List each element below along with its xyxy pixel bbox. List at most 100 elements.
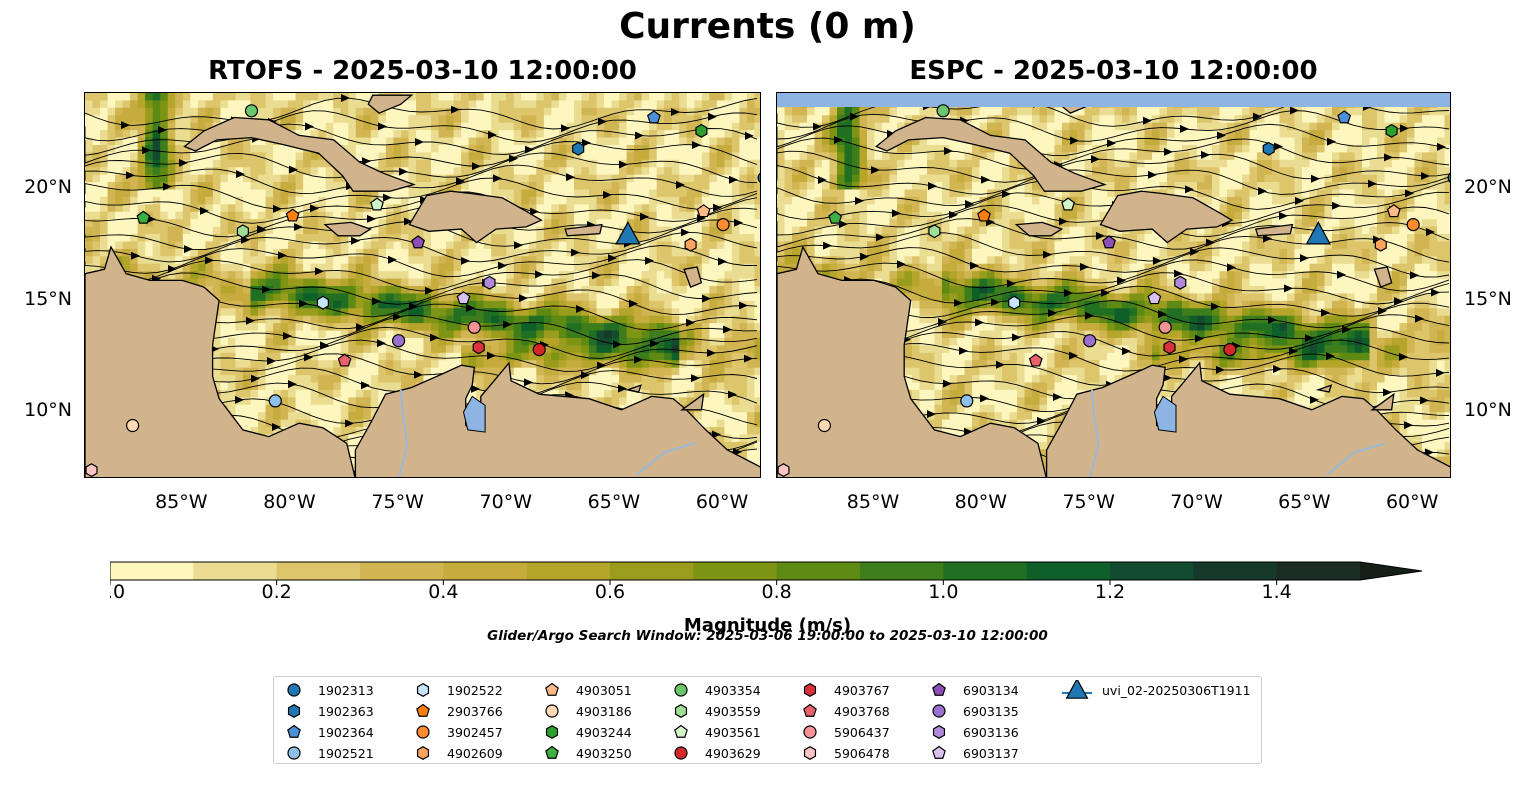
glider-marker[interactable] — [1305, 221, 1332, 245]
float-marker-2903766[interactable] — [977, 208, 991, 222]
map-panel-rtofs[interactable] — [84, 92, 761, 478]
float-marker-5906478[interactable] — [777, 463, 790, 477]
float-marker-4903561[interactable] — [1061, 197, 1075, 211]
float-marker-1902521[interactable] — [268, 394, 282, 408]
legend-label: 4903768 — [834, 703, 890, 719]
float-marker-6903135[interactable] — [1083, 334, 1097, 348]
float-marker-4903186[interactable] — [125, 418, 140, 433]
search-window-caption: Glider/Argo Search Window: 2025-03-06 19… — [487, 628, 1048, 644]
float-marker-5906437[interactable] — [467, 320, 481, 334]
legend-item: 3902457 — [415, 722, 503, 742]
legend-item: 4903186 — [544, 701, 632, 721]
float-marker-4903767[interactable] — [472, 340, 485, 355]
map-canvas-espc — [777, 93, 1451, 477]
legend-item: 1902521 — [286, 743, 374, 763]
glider-marker[interactable] — [615, 221, 641, 245]
float-marker-6903136[interactable] — [1174, 275, 1187, 290]
legend-label: 1902522 — [447, 682, 503, 698]
colorbar-tick-label: 1.2 — [1095, 581, 1125, 600]
colorbar-tick-label: 1.0 — [928, 581, 958, 600]
float-marker-4903629[interactable] — [532, 343, 546, 357]
legend-hexagon-icon — [803, 746, 817, 760]
legend-pentagon-icon — [803, 703, 817, 717]
legend-label: 4903051 — [576, 682, 632, 698]
legend-circle-icon — [545, 704, 559, 718]
legend-item: 1902363 — [286, 701, 374, 721]
float-marker-1902521[interactable] — [960, 394, 974, 408]
float-marker-1902522[interactable] — [1008, 295, 1021, 310]
y-tick-label-right: 10°N — [1464, 399, 1512, 422]
float-marker-4903051[interactable] — [696, 204, 711, 218]
legend-label: 1902363 — [318, 703, 374, 719]
legend-hexagon-icon — [416, 683, 430, 697]
y-tick-label-right: 15°N — [1464, 287, 1512, 310]
float-marker-1902313[interactable] — [757, 172, 761, 184]
float-marker-4903768[interactable] — [337, 353, 352, 367]
legend-label: 4903767 — [834, 682, 890, 698]
legend-pentagon-icon — [932, 682, 946, 696]
legend-item: 4903559 — [673, 701, 761, 721]
float-marker-6903137[interactable] — [1147, 291, 1162, 305]
x-tick-label: 65°W — [587, 491, 641, 513]
legend-label: uvi_02-20250306T1911 — [1102, 682, 1251, 698]
float-marker-3902457[interactable] — [1406, 218, 1420, 232]
map-panel-espc[interactable] — [776, 92, 1451, 478]
float-markers — [777, 104, 1451, 477]
float-marker-4903186[interactable] — [817, 418, 832, 433]
legend-label: 6903134 — [963, 682, 1019, 698]
legend-item: 6903134 — [931, 680, 1019, 700]
float-marker-6903135[interactable] — [392, 334, 406, 348]
float-marker-1902363[interactable] — [1262, 141, 1275, 156]
legend-item: 4902609 — [415, 743, 503, 763]
float-marker-4903250[interactable] — [828, 210, 843, 224]
legend-label: 2903766 — [447, 703, 503, 719]
x-tick-label: 60°W — [1385, 491, 1439, 513]
float-marker-6903136[interactable] — [483, 275, 496, 290]
float-marker-4902609[interactable] — [1374, 237, 1387, 252]
float-marker-1902363[interactable] — [572, 141, 585, 156]
float-markers — [85, 104, 761, 477]
float-marker-5906437[interactable] — [1158, 320, 1172, 334]
panel-title-rtofs: RTOFS - 2025-03-10 12:00:00 — [208, 56, 637, 86]
float-marker-4903354[interactable] — [244, 104, 259, 118]
colorbar-tick-label: 0.6 — [595, 581, 625, 600]
legend-item: 4903629 — [673, 743, 761, 763]
float-marker-1902313[interactable] — [1447, 172, 1451, 184]
float-marker-4903767[interactable] — [1163, 340, 1176, 355]
float-marker-5906478[interactable] — [85, 463, 98, 477]
float-marker-6903134[interactable] — [1102, 235, 1116, 249]
float-marker-4903244[interactable] — [695, 123, 708, 138]
legend-circle-icon — [287, 746, 301, 760]
float-marker-4903051[interactable] — [1386, 204, 1401, 218]
legend-label: 1902521 — [318, 745, 374, 761]
legend-item: 4903250 — [544, 743, 632, 763]
float-marker-4903250[interactable] — [136, 210, 151, 224]
float-marker-4903244[interactable] — [1385, 123, 1398, 138]
float-marker-4903559[interactable] — [928, 224, 941, 239]
float-marker-6903137[interactable] — [456, 291, 471, 305]
float-marker-4903629[interactable] — [1223, 343, 1237, 357]
float-marker-4902609[interactable] — [684, 237, 697, 252]
panel-title-espc: ESPC - 2025-03-10 12:00:00 — [909, 56, 1318, 86]
float-marker-4903768[interactable] — [1028, 353, 1043, 367]
float-marker-4903561[interactable] — [370, 197, 384, 211]
legend-label: 4902609 — [447, 745, 503, 761]
map-canvas-rtofs — [85, 93, 761, 477]
legend-item: 6903137 — [931, 743, 1019, 763]
float-marker-1902522[interactable] — [316, 295, 329, 310]
float-marker-6903134[interactable] — [411, 235, 425, 249]
colorbar-tick-label: 0.2 — [262, 581, 292, 600]
legend-hexagon-icon — [416, 746, 430, 760]
legend-circle-icon — [932, 704, 946, 718]
legend-label: 3902457 — [447, 724, 503, 740]
float-marker-1902364[interactable] — [1337, 110, 1352, 124]
legend-item: 1902522 — [415, 680, 503, 700]
legend-pentagon-icon — [932, 745, 946, 759]
float-marker-2903766[interactable] — [285, 208, 300, 222]
legend-pentagon-icon — [674, 724, 688, 738]
float-marker-4903354[interactable] — [936, 104, 950, 118]
float-marker-4903559[interactable] — [236, 224, 249, 239]
colorbar-tick-label: 0.0 — [110, 581, 125, 600]
float-marker-3902457[interactable] — [716, 218, 730, 232]
float-marker-1902364[interactable] — [647, 110, 661, 124]
